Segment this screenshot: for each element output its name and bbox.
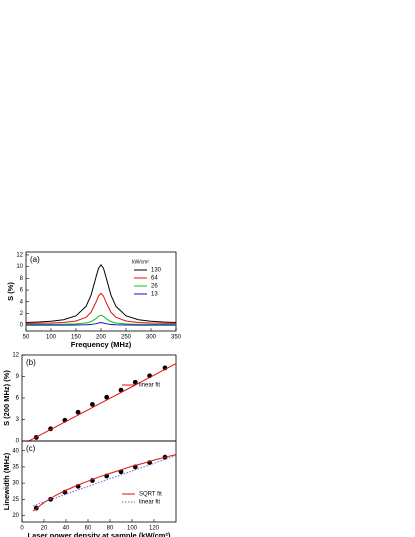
legend-label: SQRT fit xyxy=(139,492,162,498)
legend-label: 64 xyxy=(151,276,158,282)
y-tick-label: 0 xyxy=(20,323,24,329)
legend-label: 26 xyxy=(151,284,158,290)
plot-frame xyxy=(21,440,177,523)
y-tick-label: 2 xyxy=(20,311,24,317)
y-tick-label: 0 xyxy=(16,439,20,445)
y-axis-label: S (200 MHz) (%) xyxy=(2,370,11,426)
y-tick-label: 20 xyxy=(12,513,19,519)
x-tick-label: 0 xyxy=(20,526,24,532)
x-tick-label: 60 xyxy=(85,526,92,532)
data-line xyxy=(26,322,176,326)
y-tick-label: 6 xyxy=(16,396,20,402)
y-tick-label: 3 xyxy=(16,417,20,423)
data-point xyxy=(75,409,81,415)
y-tick-label: 6 xyxy=(20,288,24,294)
x-tick-label: 40 xyxy=(63,526,70,532)
x-tick-label: 80 xyxy=(107,526,114,532)
data-point xyxy=(104,394,110,400)
legend-label: linear fit xyxy=(139,383,160,389)
y-tick-label: 30 xyxy=(12,481,19,487)
x-axis-label: Laser power density at sample (kW/cm²) xyxy=(28,531,171,537)
y-tick-label: 9 xyxy=(16,374,20,380)
legend-label: linear fit xyxy=(139,500,160,506)
x-tick-label: 120 xyxy=(149,526,160,532)
data-line xyxy=(32,455,177,507)
data-line xyxy=(25,264,177,323)
data-point xyxy=(90,402,95,407)
y-tick-label: 12 xyxy=(16,253,23,259)
x-tick-label: 300 xyxy=(146,335,157,341)
y-tick-label: 12 xyxy=(12,353,19,359)
panel-label: (a) xyxy=(30,255,40,264)
x-axis-label: Frequency (MHz) xyxy=(71,340,132,349)
x-tick-label: 100 xyxy=(46,335,57,341)
data-line xyxy=(25,314,177,325)
data-line xyxy=(27,363,177,443)
plot-frame xyxy=(21,354,177,442)
x-tick-label: 50 xyxy=(23,335,30,341)
data-line xyxy=(32,454,177,512)
x-tick-label: 100 xyxy=(127,526,138,532)
x-tick-label: 20 xyxy=(41,526,48,532)
y-tick-label: 8 xyxy=(20,276,24,282)
y-tick-label: 40 xyxy=(12,448,19,454)
data-point xyxy=(132,379,138,385)
y-tick-label: 10 xyxy=(16,264,23,270)
y-tick-label: 4 xyxy=(20,299,24,305)
x-tick-label: 150 xyxy=(71,335,82,341)
data-line xyxy=(25,292,177,324)
y-tick-label: 35 xyxy=(12,464,19,470)
x-tick-label: 200 xyxy=(96,335,107,341)
x-tick-label: 350 xyxy=(171,335,182,341)
y-axis-label: S (%) xyxy=(6,282,15,301)
panel-label: (b) xyxy=(26,358,36,367)
panel-label: (c) xyxy=(26,444,36,453)
legend-label: 130 xyxy=(151,268,162,274)
x-tick-label: 250 xyxy=(121,335,132,341)
legend-label: 13 xyxy=(151,292,158,298)
y-axis-label: Linewidth (MHz) xyxy=(2,452,11,510)
data-point xyxy=(118,387,124,393)
legend-title: kW/cm² xyxy=(132,259,149,265)
y-tick-label: 25 xyxy=(12,497,19,503)
